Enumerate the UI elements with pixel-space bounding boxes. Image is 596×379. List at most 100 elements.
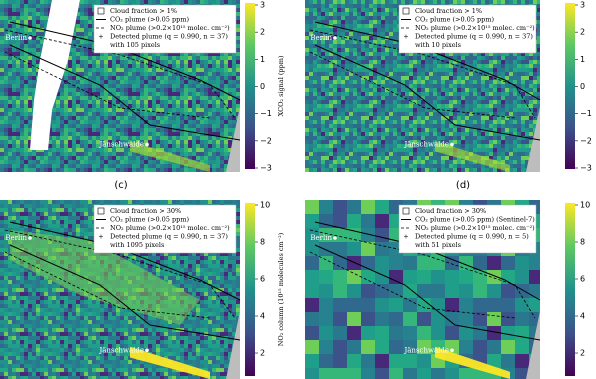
colorbar xyxy=(565,3,575,169)
colorbar-tick-label: 2 xyxy=(260,349,265,358)
legend-cloud-symbol xyxy=(402,7,410,15)
no-data xyxy=(226,310,240,379)
legend-label: Detected plume (q = 0.990, n = 5) xyxy=(415,233,529,241)
colorbar-tick-label: 4 xyxy=(260,312,265,321)
city-marker xyxy=(28,236,32,240)
city-label: Berlin xyxy=(5,34,27,42)
legend-detected-symbol: + xyxy=(98,33,103,41)
colorbar-tick-label: 10 xyxy=(580,201,590,210)
colorbar-tick-label: 8 xyxy=(580,238,585,247)
legend-detected-symbol: + xyxy=(403,233,408,241)
city-marker xyxy=(333,36,337,40)
co2-plume-outline xyxy=(314,221,541,301)
co2-plume-outline xyxy=(314,244,541,341)
cloud-mask xyxy=(30,0,80,150)
colorbar-label: NO₂ column (10¹⁵ molecules cm⁻²) xyxy=(277,232,285,346)
legend-label: CO₂ plume (>0.05 ppm) xyxy=(110,16,189,24)
panel-label: (d) xyxy=(456,180,470,191)
no2-plume-outline xyxy=(309,51,516,119)
city-label: Berlin xyxy=(310,234,332,242)
city-marker xyxy=(28,36,32,40)
no2-plume-outline xyxy=(309,229,536,319)
legend-box xyxy=(93,204,237,254)
legend-label: Detected plume (q = 0.990, n = 37) xyxy=(110,33,228,41)
legend-label: NO₂ plume (>0.2×10¹⁵ molec. cm⁻²) xyxy=(110,224,230,232)
colorbar-tick-label: 2 xyxy=(580,28,585,37)
colorbar-tick-label: 1 xyxy=(580,55,585,64)
legend-detected-symbol: + xyxy=(98,233,103,241)
legend-label: NO₂ plume (>0.2×10¹⁵ molec. cm⁻²) xyxy=(415,224,535,232)
colorbar-tick-label: 10 xyxy=(260,201,270,210)
colorbar xyxy=(245,3,255,169)
emission-plume xyxy=(130,346,210,379)
co2-plume-outline xyxy=(9,221,241,301)
co2-plume-outline xyxy=(314,44,541,141)
colorbar-tick-label: 0 xyxy=(260,82,265,91)
no-data xyxy=(526,310,540,379)
colorbar-tick-label: 3 xyxy=(260,1,265,10)
panel-label: (c) xyxy=(114,180,127,191)
no2-plume-outline xyxy=(4,29,236,119)
colorbar-tick-label: 8 xyxy=(260,238,265,247)
colorbar-tick-label: 0 xyxy=(580,82,585,91)
no2-plume-outline xyxy=(309,29,536,119)
co2-plume-outline xyxy=(9,44,241,141)
legend-label: with 10 pixels xyxy=(415,41,461,49)
colorbar-tick-label: −2 xyxy=(580,136,592,145)
no2-plume-outline xyxy=(4,229,236,319)
legend-label: Cloud fraction > 1% xyxy=(110,7,177,15)
legend-label: with 51 pixels xyxy=(415,241,461,249)
colorbar-tick-label: −2 xyxy=(260,136,272,145)
colorbar-tick-label: −1 xyxy=(260,109,272,118)
city-label: Berlin xyxy=(310,34,332,42)
city-marker xyxy=(333,236,337,240)
legend-label: Detected plume (q = 0.990, n = 37) xyxy=(110,233,228,241)
legend-box xyxy=(398,204,537,254)
colorbar-label: XCO₂ signal (ppm) xyxy=(277,55,285,116)
legend-box xyxy=(93,4,237,54)
colorbar xyxy=(565,203,575,376)
city-marker xyxy=(145,348,149,353)
legend-label: Cloud fraction > 30% xyxy=(110,207,181,215)
legend-label: CO₂ plume (>0.05 ppm) xyxy=(415,16,494,24)
city-marker xyxy=(450,142,454,147)
city-label: Berlin xyxy=(5,234,27,242)
colorbar-tick-label: −3 xyxy=(260,164,272,173)
legend-label: Cloud fraction > 1% xyxy=(415,7,482,15)
legend-label: Detected plume (q = 0.990, n = 37) xyxy=(415,33,533,41)
colorbar-tick-label: 3 xyxy=(580,1,585,10)
no2-plume-outline xyxy=(4,251,211,319)
city-marker xyxy=(450,348,454,353)
legend-cloud-symbol xyxy=(97,207,105,215)
legend-detected-symbol: + xyxy=(403,33,408,41)
city-label: Jänschwalde xyxy=(403,346,449,354)
legend-label: with 105 pixels xyxy=(110,41,160,49)
no-data xyxy=(526,106,540,172)
legend-cloud-symbol xyxy=(97,7,105,15)
city-marker xyxy=(145,142,149,147)
co2-plume-outline xyxy=(9,21,241,101)
legend-label: with 1095 pixels xyxy=(110,241,164,249)
legend-label: CO₂ plume (>0.05 ppm) xyxy=(110,216,189,224)
co2-plume-outline xyxy=(314,21,541,101)
colorbar-tick-label: −1 xyxy=(580,109,592,118)
colorbar-tick-label: −3 xyxy=(580,164,592,173)
legend-label: Cloud fraction > 30% xyxy=(415,207,486,215)
colorbar xyxy=(245,203,255,376)
legend-cloud-symbol xyxy=(402,207,410,215)
no2-enhancement xyxy=(10,230,200,325)
legend-label: CO₂ plume (>0.05 ppm) (Sentinel-7) xyxy=(415,216,535,224)
no2-plume-outline xyxy=(309,251,516,319)
emission-plume xyxy=(435,141,510,172)
emission-plume xyxy=(435,346,510,379)
no2-plume-outline xyxy=(4,51,211,119)
emission-plume xyxy=(130,141,210,172)
city-label: Jänschwalde xyxy=(98,140,144,148)
colorbar-tick-label: 1 xyxy=(260,55,265,64)
colorbar-tick-label: 4 xyxy=(580,312,585,321)
co2-plume-outline xyxy=(9,244,241,341)
legend-label: NO₂ plume (>0.2×10¹⁵ molec. cm⁻²) xyxy=(110,24,230,32)
colorbar-tick-label: 6 xyxy=(580,275,585,284)
